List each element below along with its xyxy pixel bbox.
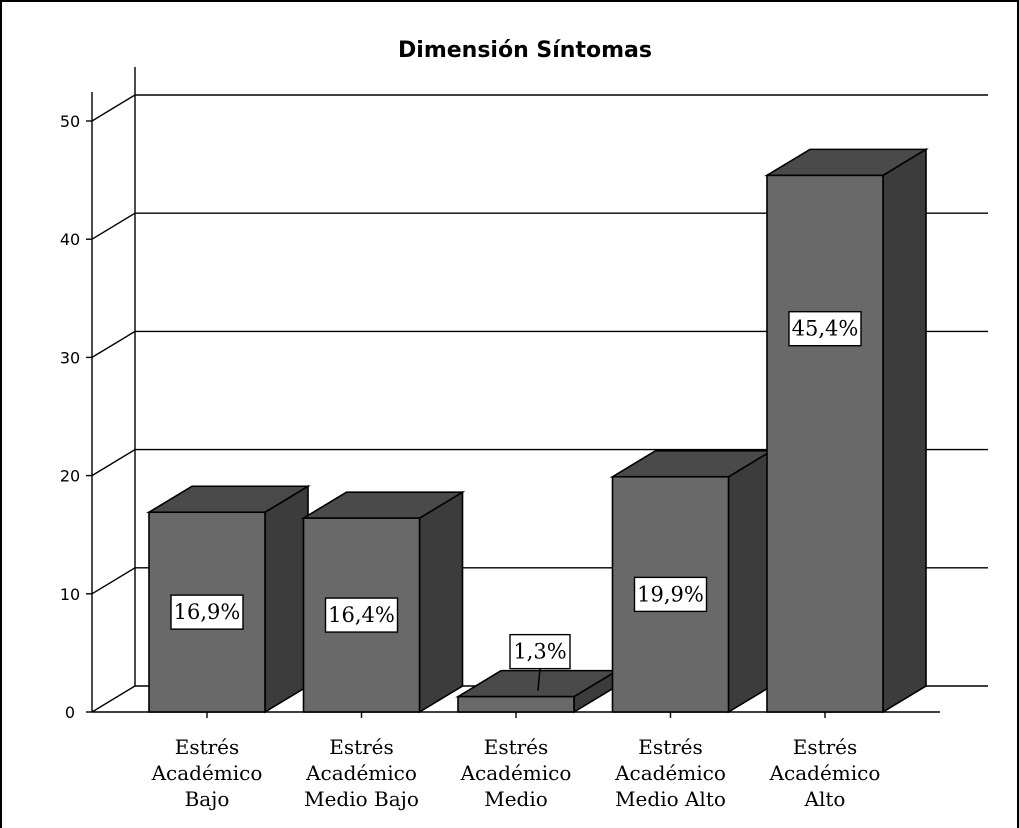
data-label: 45,4% xyxy=(792,317,859,341)
y-tick-label: 50 xyxy=(60,112,80,131)
data-label: 16,9% xyxy=(174,600,241,624)
y-tick-label: 40 xyxy=(60,230,80,249)
y-tick-label: 30 xyxy=(60,348,80,367)
data-label: 16,4% xyxy=(328,603,395,627)
y-tick-label: 10 xyxy=(60,585,80,604)
bar-side xyxy=(882,147,927,714)
data-label-box xyxy=(788,310,862,347)
x-tick-label: Bajo xyxy=(185,787,230,811)
gridline-diagonal xyxy=(91,567,136,595)
data-label-box xyxy=(170,594,244,630)
gridline-diagonal xyxy=(91,449,136,477)
chart-title: Dimensión Síntomas xyxy=(398,38,652,63)
data-label-box xyxy=(509,633,571,670)
gridline-diagonal xyxy=(91,330,136,358)
x-tick-label: Académico xyxy=(769,761,881,785)
x-tick-label: Estrés xyxy=(638,735,703,759)
plot-area: 0102030405016,9%EstrésAcadémicoBajo16,4%… xyxy=(60,67,988,811)
x-tick-label: Estrés xyxy=(793,735,858,759)
gridline-diagonal xyxy=(91,685,136,713)
bar xyxy=(766,174,884,713)
x-tick-label: Estrés xyxy=(484,735,549,759)
label-leader xyxy=(537,668,541,691)
data-label: 19,9% xyxy=(637,582,704,606)
x-tick-label: Medio Alto xyxy=(615,787,726,811)
bar xyxy=(457,695,575,713)
x-tick-label: Alto xyxy=(804,787,846,811)
x-tick-label: Académico xyxy=(614,761,726,785)
bar-side xyxy=(264,484,309,714)
bar-side xyxy=(418,490,464,714)
x-tick-label: Medio Bajo xyxy=(304,787,419,811)
y-tick-label: 0 xyxy=(65,703,75,722)
data-label-box xyxy=(633,576,708,613)
bar-side xyxy=(727,449,773,714)
x-tick-label: Medio xyxy=(484,787,548,811)
x-tick-label: Académico xyxy=(305,761,417,785)
data-label: 1,3% xyxy=(513,640,566,664)
y-tick-label: 20 xyxy=(60,467,80,486)
x-tick-label: Estrés xyxy=(329,735,394,759)
x-tick-label: Académico xyxy=(151,761,263,785)
data-label-box xyxy=(324,597,399,633)
gridline-diagonal xyxy=(91,94,136,122)
x-tick-label: Académico xyxy=(460,761,572,785)
x-tick-label: Estrés xyxy=(175,735,240,759)
gridline-diagonal xyxy=(91,212,136,240)
